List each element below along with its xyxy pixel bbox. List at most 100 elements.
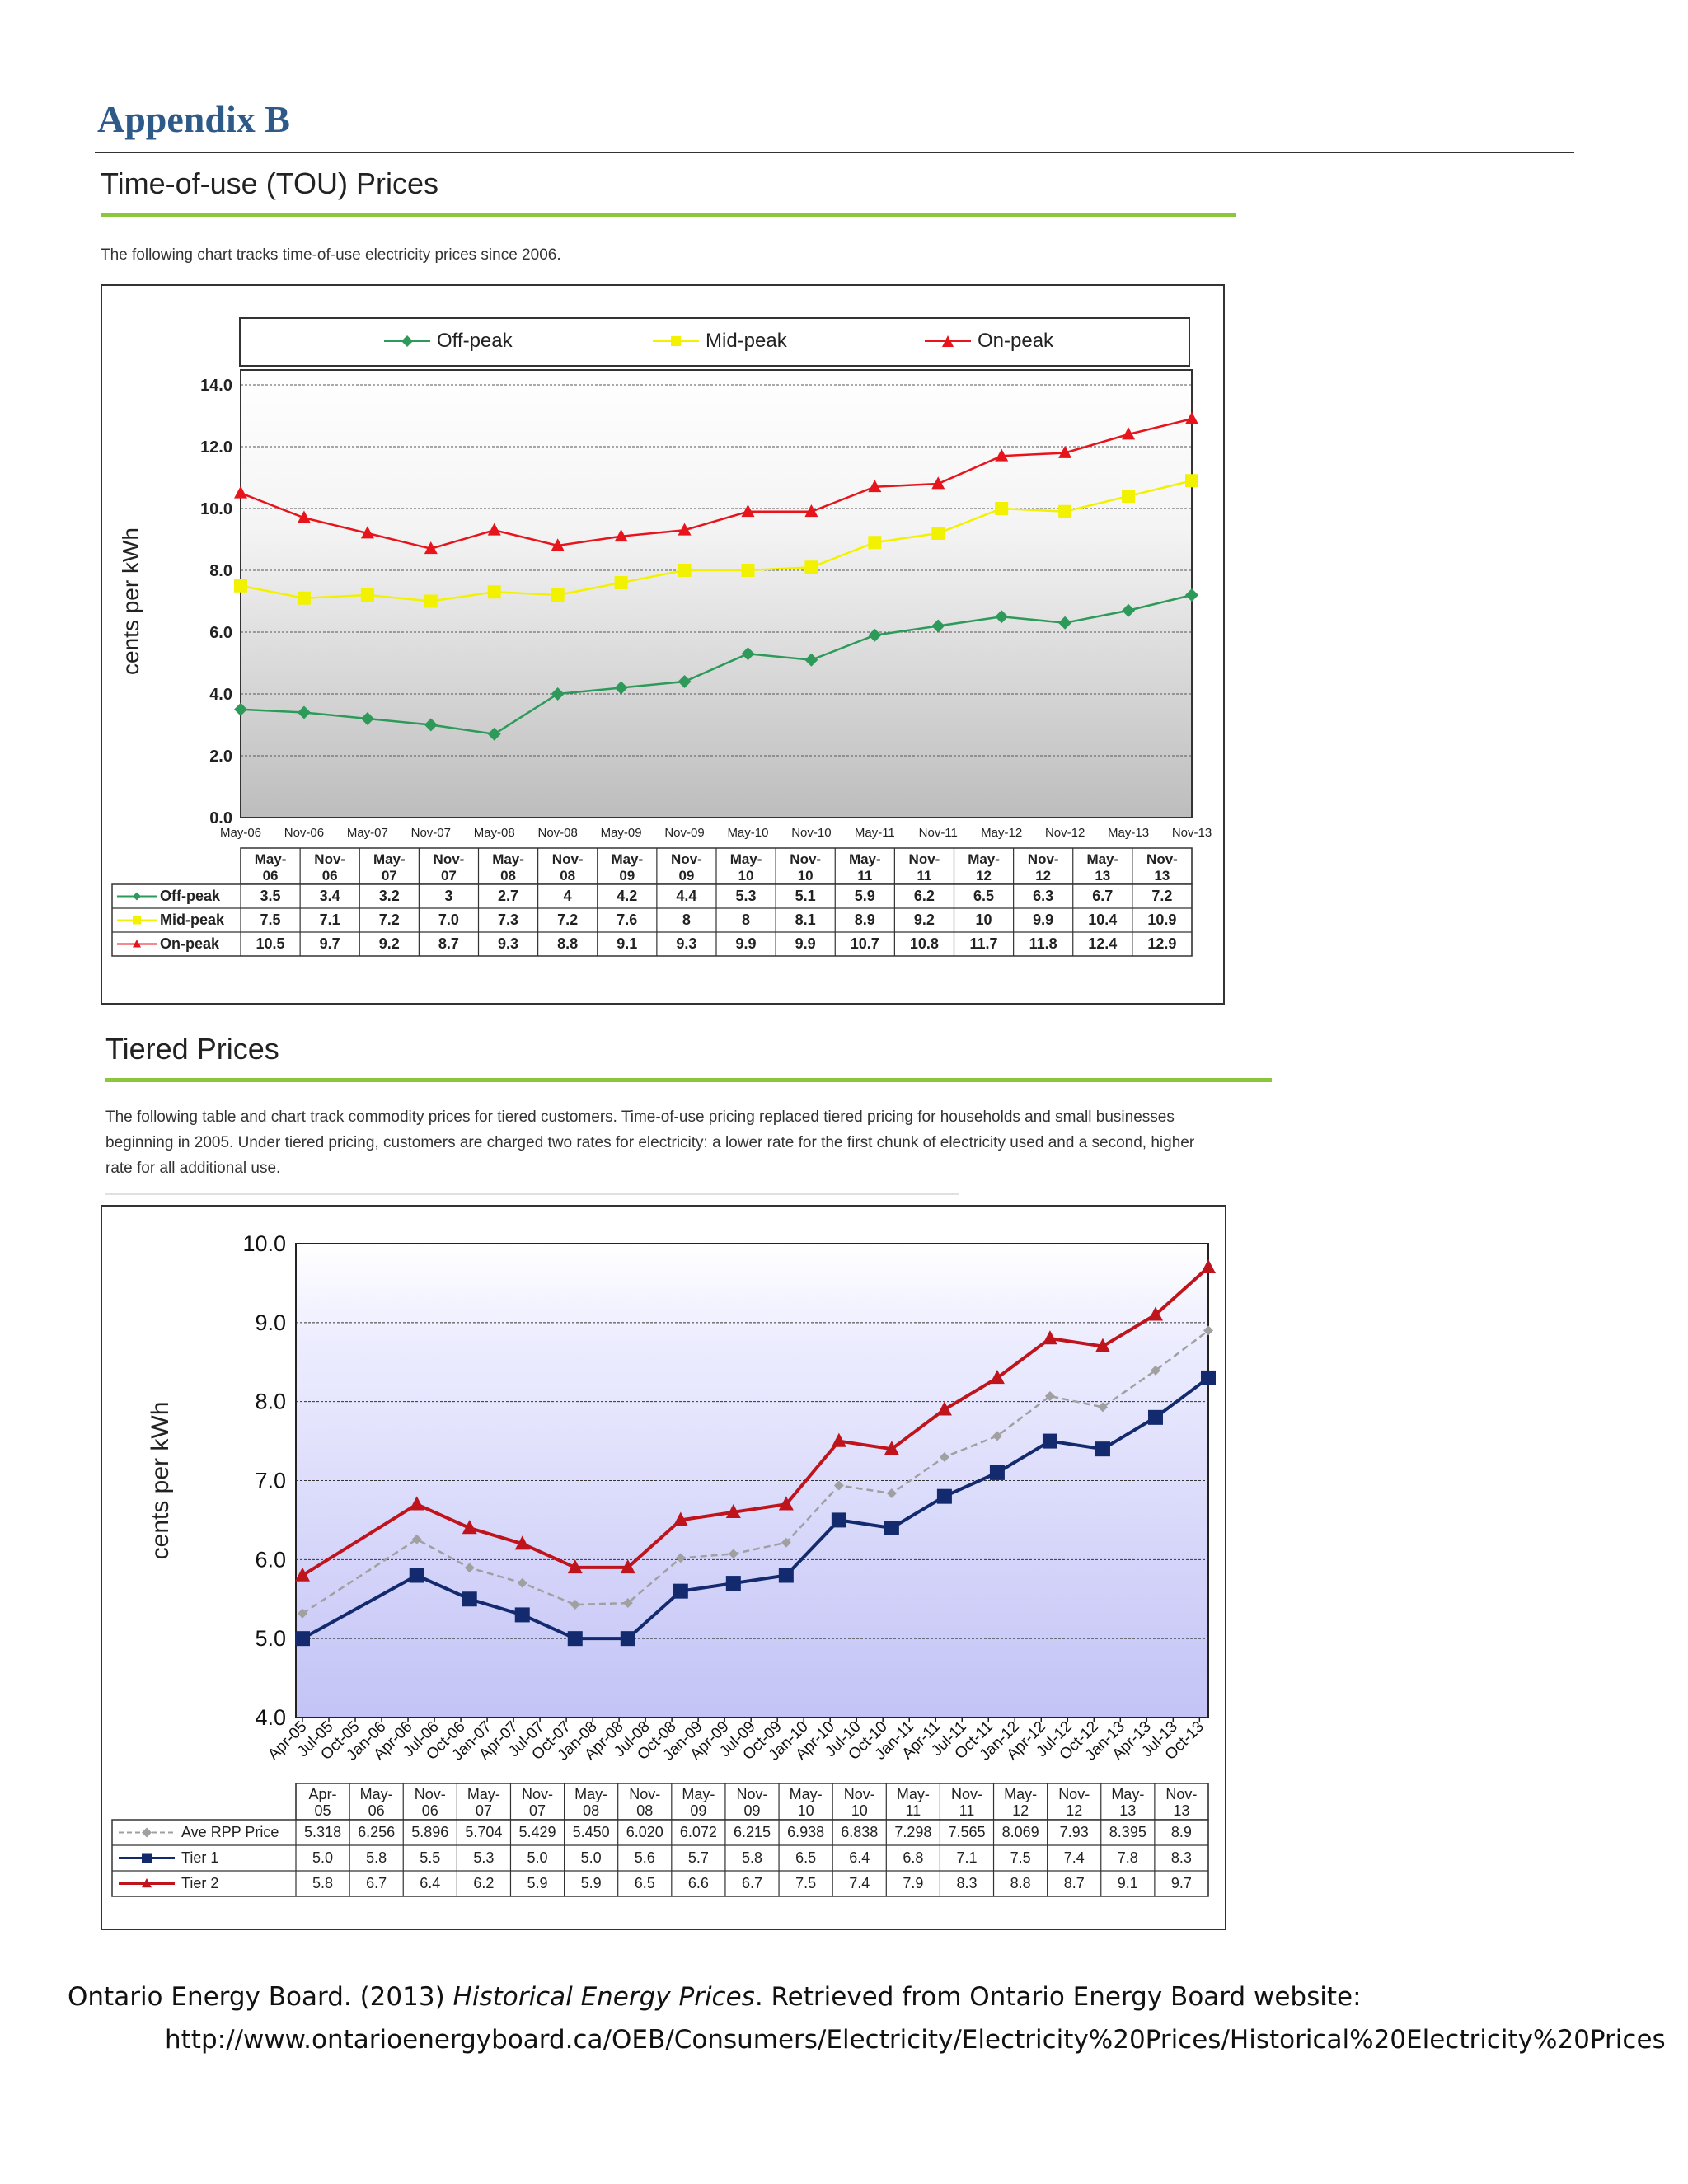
tiered-table-header: 06	[368, 1802, 385, 1819]
tiered-point-tier-2	[884, 1441, 899, 1455]
tou-series-line-on-peak	[240, 418, 1193, 551]
tiered-point-tier-2	[831, 1432, 846, 1447]
tiered-table-cell: 6.215	[734, 1824, 771, 1840]
tiered-table-cell: 5.704	[465, 1824, 502, 1840]
tou-point-off-peak	[1058, 616, 1072, 630]
tou-point-on-peak	[487, 523, 501, 536]
tiered-point-ave-rpp-price	[675, 1553, 686, 1563]
tiered-y-tick-label: 8.0	[255, 1390, 286, 1414]
tou-table-cell: 9.9	[1033, 912, 1053, 928]
tou-point-on-peak	[678, 523, 692, 536]
tou-table-cell: 9.2	[379, 935, 400, 952]
tou-table-cell: 8.7	[438, 935, 459, 952]
tou-point-mid-peak	[234, 579, 247, 593]
tiered-table-cell: 6.938	[787, 1824, 824, 1840]
tiered-y-axis-label: cents per kWh	[147, 1402, 174, 1560]
tiered-point-tier-2	[673, 1511, 688, 1526]
tiered-table-cell: 6.4	[420, 1875, 440, 1891]
tiered-point-tier-2	[725, 1503, 741, 1519]
tiered-point-ave-rpp-price	[833, 1480, 844, 1491]
tou-point-mid-peak	[424, 594, 438, 608]
tou-x-tick-label: Nov-10	[791, 826, 831, 840]
tiered-point-tier-2	[295, 1567, 310, 1582]
tou-table-cell: 6.5	[973, 888, 994, 904]
reference-url[interactable]: http://www.ontarioenergyboard.ca/OEB/Con…	[165, 2025, 1666, 2055]
tou-table-series-name: On-peak	[160, 935, 220, 952]
tou-table-cell: 9.3	[676, 935, 696, 952]
tou-point-on-peak	[1185, 411, 1198, 424]
tiered-point-tier-2	[1095, 1338, 1110, 1352]
tiered-intro-line-1: The following table and chart track comm…	[106, 1108, 1175, 1126]
tou-table-cell: 11.7	[970, 935, 998, 952]
tou-point-mid-peak	[931, 527, 945, 540]
tou-y-tick-label: 12.0	[200, 438, 232, 457]
legend-on-peak-label: On-peak	[978, 330, 1054, 352]
tiered-table-header: 08	[636, 1802, 653, 1819]
tiered-section-title: Tiered Prices	[106, 1032, 279, 1066]
tiered-table-header: Nov-	[1058, 1786, 1090, 1802]
tou-section-rule	[101, 213, 1236, 217]
tiered-point-ave-rpp-price	[517, 1577, 528, 1588]
tiered-table-cell: 8.8	[1010, 1875, 1031, 1891]
tiered-table-cell: 9.7	[1171, 1875, 1192, 1891]
tiered-intro-divider	[106, 1193, 959, 1195]
tou-table-header: 13	[1154, 868, 1170, 883]
tiered-point-tier-1	[831, 1512, 846, 1528]
tou-table-header: May-	[968, 851, 1000, 867]
tiered-table-cell: 6.6	[688, 1875, 709, 1891]
tiered-table-cell: 7.8	[1118, 1849, 1138, 1866]
tiered-table-header: 11	[959, 1802, 975, 1819]
tiered-table-cell: 5.0	[581, 1849, 602, 1866]
tou-table-header: May-	[730, 851, 762, 867]
tou-table-cell: 9.2	[914, 912, 935, 928]
tou-table-cell: 5.3	[736, 888, 757, 904]
legend-mid-peak: Mid-peak	[653, 319, 787, 363]
tou-table-cell: 4.4	[676, 888, 696, 904]
tou-point-off-peak	[678, 675, 692, 688]
tiered-point-ave-rpp-price	[1203, 1325, 1213, 1336]
tou-table-header: 07	[441, 868, 457, 883]
tiered-point-ave-rpp-price	[1150, 1365, 1160, 1376]
tou-point-mid-peak	[868, 536, 882, 550]
tiered-table-cell: 6.5	[635, 1875, 655, 1891]
tiered-table-cell: 5.7	[688, 1849, 709, 1866]
tiered-point-tier-2	[462, 1520, 477, 1535]
tou-table-cell: 9.9	[736, 935, 757, 952]
tou-table-header: Nov-	[314, 851, 345, 867]
tou-x-tick-label: Nov-06	[284, 826, 324, 840]
tiered-table-cell: 7.9	[903, 1875, 923, 1891]
tiered-table-cell: 7.5	[1010, 1849, 1031, 1866]
tou-plot-area	[240, 369, 1193, 818]
tou-point-mid-peak	[360, 588, 374, 602]
tiered-table-header: Nov-	[844, 1786, 875, 1802]
tiered-table-header: 08	[583, 1802, 599, 1819]
tiered-y-tick-label: 6.0	[255, 1547, 286, 1572]
tou-x-tick-label: May-12	[981, 826, 1022, 840]
tou-table-cell: 8	[742, 912, 750, 928]
tiered-point-tier-1	[462, 1591, 477, 1607]
tiered-point-tier-1	[673, 1583, 688, 1599]
tou-table-cell: 3.2	[379, 888, 400, 904]
tou-table-header: 09	[619, 868, 635, 883]
tiered-table-cell: 6.7	[742, 1875, 762, 1891]
tiered-intro-line-3: rate for all additional use.	[106, 1160, 281, 1177]
tiered-table-header: May-	[897, 1786, 930, 1802]
tou-table-header: Nov-	[1146, 851, 1178, 867]
tiered-intro-line-2: beginning in 2005. Under tiered pricing,…	[106, 1134, 1195, 1151]
tiered-table-cell: 5.429	[519, 1824, 556, 1840]
tiered-table-header: May-	[1111, 1786, 1144, 1802]
tiered-point-tier-1	[514, 1607, 530, 1623]
tou-table-cell: 8.9	[855, 912, 875, 928]
tiered-table-header: 06	[422, 1802, 438, 1819]
tiered-point-tier-1	[936, 1488, 952, 1504]
tou-table-cell: 7.2	[557, 912, 578, 928]
tou-table-header: May-	[373, 851, 406, 867]
appendix-title: Appendix B	[97, 98, 290, 140]
tou-table-cell: 7.6	[617, 912, 637, 928]
tou-table-cell: 10.7	[851, 935, 879, 952]
tiered-point-tier-2	[620, 1559, 635, 1574]
tou-table-header: 12	[976, 868, 992, 883]
tiered-table-header: 10	[851, 1802, 868, 1819]
tou-table-cell: 7.5	[260, 912, 281, 928]
